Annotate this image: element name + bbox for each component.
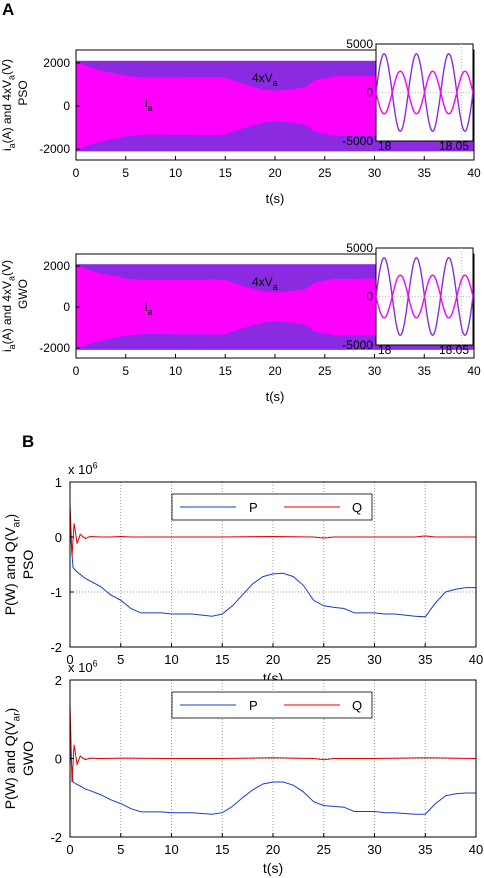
x-tick-label: 25 <box>317 652 331 667</box>
y-axis-label: P(W) and Q(Var) <box>2 708 22 809</box>
x-axis-label: t(s) <box>266 389 285 404</box>
x-tick-label: 35 <box>418 842 432 857</box>
inset-x-tick-label: 18 <box>378 343 392 357</box>
inset-y-tick-label: 5000 <box>346 241 373 255</box>
x-tick-label: 35 <box>418 166 432 180</box>
y-axis-label: ia(A) and 4xVa(V) <box>0 59 17 151</box>
legend-label-p: P <box>249 698 258 713</box>
x-tick-label: 35 <box>418 652 432 667</box>
y-axis-label-method: PSO <box>20 550 36 580</box>
x-tick-label: 0 <box>66 652 73 667</box>
inset-y-tick-label: 5000 <box>346 37 373 51</box>
legend-label-p: P <box>249 500 258 515</box>
inset-current-line <box>375 274 474 319</box>
inset-x-tick-label: 18 <box>378 139 392 153</box>
current-label: ia <box>145 96 153 113</box>
y-tick-label: -1 <box>50 585 62 600</box>
y-tick-label: 1 <box>55 475 62 490</box>
x-tick-label: 40 <box>467 166 481 180</box>
x-tick-label: 10 <box>164 652 178 667</box>
x-tick-label: 30 <box>367 652 381 667</box>
current-envelope <box>76 265 474 349</box>
x-tick-label: 5 <box>117 652 124 667</box>
x-tick-label: 40 <box>467 364 481 378</box>
panel-label-b: B <box>22 432 34 451</box>
x-axis-label: t(s) <box>263 860 283 876</box>
y-tick-label: -2000 <box>39 142 70 156</box>
inset-y-tick-label: -5000 <box>342 338 373 352</box>
x-tick-label: 20 <box>266 652 280 667</box>
y-tick-label: -2000 <box>39 341 70 355</box>
y-tick-label: 2000 <box>43 56 70 70</box>
x-tick-label: 5 <box>117 842 124 857</box>
x-tick-label: 25 <box>318 364 332 378</box>
x-tick-label: 15 <box>215 842 229 857</box>
current-envelope <box>76 61 474 151</box>
inset-y-tick-label: 0 <box>366 290 373 304</box>
x-tick-label: 0 <box>73 364 80 378</box>
x-tick-label: 30 <box>367 842 381 857</box>
x-tick-label: 40 <box>469 652 483 667</box>
voltage-label: 4xVa <box>252 275 278 292</box>
series-line-q <box>69 703 477 783</box>
y-axis-label: P(W) and Q(Var) <box>2 514 22 615</box>
x-tick-label: 30 <box>368 364 382 378</box>
legend-label-q: Q <box>352 698 362 713</box>
x-tick-label: 15 <box>219 166 233 180</box>
x-tick-label: 30 <box>368 166 382 180</box>
current-label: ia <box>145 300 153 317</box>
y-axis-label: ia(A) and 4xVa(V) <box>0 260 17 352</box>
y-tick-label: 0 <box>63 300 70 314</box>
panel-label-a: A <box>2 0 14 19</box>
x-tick-label: 25 <box>318 166 332 180</box>
y-scale-factor: x 106 <box>68 461 98 477</box>
x-tick-label: 15 <box>215 652 229 667</box>
y-axis-label-method: GWO <box>16 279 30 309</box>
y-tick-label: 0 <box>63 99 70 113</box>
x-tick-label: 5 <box>122 166 129 180</box>
x-tick-label: 0 <box>73 166 80 180</box>
series-line-p <box>69 746 476 815</box>
x-tick-label: 25 <box>317 842 331 857</box>
y-tick-label: 0 <box>55 752 62 767</box>
inset-y-tick-label: -5000 <box>342 134 373 148</box>
x-tick-label: 0 <box>66 842 73 857</box>
series-line-p <box>69 525 476 618</box>
inset-x-tick-label: 18.05 <box>439 139 469 153</box>
y-tick-label: 2 <box>55 673 62 688</box>
inset-current-line <box>375 70 474 115</box>
y-axis-label-method: PSO <box>16 80 30 105</box>
y-scale-factor: x 106 <box>68 659 98 675</box>
x-tick-label: 15 <box>219 364 233 378</box>
x-tick-label: 35 <box>418 364 432 378</box>
x-tick-label: 10 <box>164 842 178 857</box>
chart-power-gwo: 0 5 10 15 20 25 30 35 40 -2 0 2 t(s) x 106 P(W) and Q(… <box>2 659 483 876</box>
x-tick-label: 10 <box>169 166 183 180</box>
voltage-label: 4xVa <box>252 71 278 88</box>
series-line-q <box>69 503 476 557</box>
y-tick-label: 0 <box>55 530 62 545</box>
inset-y-tick-label: 0 <box>366 86 373 100</box>
y-tick-label: -2 <box>50 830 62 845</box>
y-axis-label-method: GWO <box>20 741 36 776</box>
x-tick-label: 5 <box>122 364 129 378</box>
inset-x-tick-label: 18.05 <box>439 343 469 357</box>
y-tick-label: -2 <box>50 640 62 655</box>
x-tick-label: 10 <box>169 364 183 378</box>
x-tick-label: 20 <box>268 166 282 180</box>
y-tick-label: 2000 <box>43 259 70 273</box>
legend-label-q: Q <box>352 500 362 515</box>
x-tick-label: 20 <box>266 842 280 857</box>
x-tick-label: 40 <box>469 842 483 857</box>
x-axis-label: t(s) <box>266 191 285 206</box>
x-tick-label: 20 <box>268 364 282 378</box>
